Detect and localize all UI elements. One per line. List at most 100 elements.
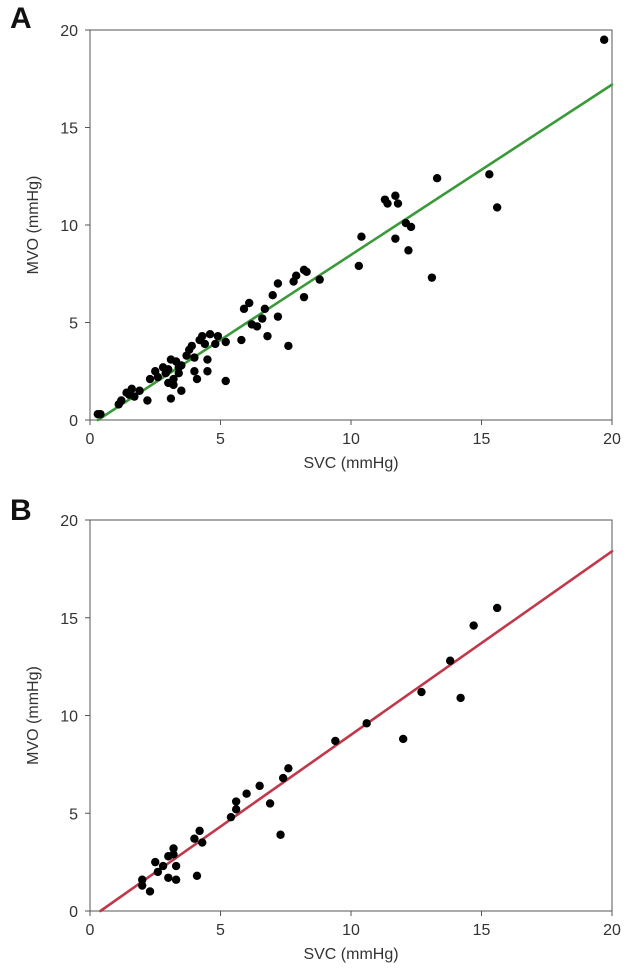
scatter-plot-b: 0 5 10 15 20 0 5 10 15 20 SVC (mmHg) MVO (mmHg) <box>25 513 621 963</box>
data-point-a <box>404 246 413 255</box>
data-point-b <box>138 881 147 890</box>
y-tick-label-a: 5 <box>69 316 78 333</box>
data-point-a <box>164 365 173 374</box>
data-point-b <box>284 764 293 773</box>
data-point-b <box>138 875 147 884</box>
data-point-a <box>221 337 230 347</box>
data-point-a <box>239 304 249 314</box>
y-axis-label-b: MVO (mmHg) <box>25 666 42 765</box>
data-point-a <box>166 394 176 403</box>
data-point-b <box>169 850 178 859</box>
data-point-a <box>200 339 210 349</box>
data-point-a <box>357 232 366 241</box>
data-point-b <box>145 887 155 896</box>
data-point-b <box>242 789 251 798</box>
data-point-b <box>226 812 236 822</box>
data-point-a <box>492 203 502 212</box>
x-tick-label-a: 10 <box>342 431 360 448</box>
data-point-b <box>445 656 455 665</box>
data-point-a <box>252 322 262 331</box>
data-point-b <box>231 797 241 806</box>
data-point-a <box>302 267 311 276</box>
data-point-b <box>192 871 202 881</box>
x-tick-label-b: 20 <box>603 922 621 939</box>
data-point-b <box>198 838 207 847</box>
data-point-b <box>190 834 199 843</box>
data-point-a <box>391 234 400 243</box>
data-point-a <box>599 35 609 44</box>
data-point-a <box>177 361 186 370</box>
data-point-a <box>198 331 207 341</box>
fit-line-a <box>96 83 614 422</box>
data-point-a <box>96 409 105 419</box>
data-point-a <box>187 341 196 351</box>
data-point-a <box>127 384 136 393</box>
x-tick-label-b: 15 <box>473 922 491 939</box>
data-point-b <box>169 844 178 853</box>
y-tick-label-b: 15 <box>60 611 78 628</box>
data-point-b <box>278 773 288 783</box>
data-point-a <box>258 314 267 323</box>
y-axis-label-a: MVO (mmHg) <box>25 176 42 275</box>
data-point-a <box>284 341 293 351</box>
data-point-a <box>192 374 202 384</box>
data-point-a <box>291 271 301 280</box>
data-point-a <box>245 298 254 308</box>
x-tick-label-a: 0 <box>86 431 95 448</box>
chart-panel-b: B 0 5 10 15 20 0 5 10 15 20 SVC (mmHg) MVO (mmHg) <box>0 490 633 977</box>
data-point-a <box>427 273 437 282</box>
data-point-b <box>417 687 426 697</box>
data-point-a <box>117 396 126 405</box>
data-point-a <box>485 170 494 179</box>
data-point-a <box>169 374 178 384</box>
data-point-a <box>190 353 199 362</box>
data-point-a <box>391 191 400 200</box>
data-point-a <box>153 372 163 382</box>
y-tick-label-a: 20 <box>60 23 78 40</box>
x-tick-label-b: 5 <box>216 922 225 939</box>
data-point-b <box>153 867 163 877</box>
data-point-a <box>237 335 246 345</box>
data-point-b <box>231 805 241 814</box>
y-tick-label-a: 15 <box>60 121 78 138</box>
data-point-b <box>492 603 502 613</box>
data-point-b <box>265 799 275 808</box>
data-point-b <box>469 621 478 630</box>
data-point-b <box>171 875 181 884</box>
data-point-b <box>456 693 465 703</box>
x-tick-label-a: 15 <box>473 431 491 448</box>
data-point-b <box>164 873 173 882</box>
data-point-a <box>205 330 215 339</box>
data-point-b <box>171 861 181 871</box>
data-point-b <box>399 734 408 744</box>
y-tick-label-b: 10 <box>60 709 78 726</box>
x-tick-label-b: 0 <box>86 922 95 939</box>
data-point-a <box>354 261 364 271</box>
data-point-a <box>432 174 442 183</box>
data-point-a <box>203 367 212 376</box>
data-point-b <box>158 861 168 871</box>
y-tick-label-a: 10 <box>60 218 78 235</box>
data-point-a <box>174 369 183 378</box>
scatter-plot-a: 0 5 10 15 20 0 5 10 15 20 SVC (mmHg) MVO (mmHg) <box>25 23 621 472</box>
data-point-a <box>169 380 178 390</box>
x-axis-label-a: SVC (mmHg) <box>303 455 398 472</box>
data-point-a <box>268 291 277 300</box>
x-tick-label-a: 20 <box>603 431 621 448</box>
data-point-a <box>190 367 199 376</box>
data-point-a <box>273 279 283 288</box>
data-point-a <box>203 355 212 364</box>
data-point-b <box>276 830 285 839</box>
data-point-a <box>406 222 416 232</box>
data-point-a <box>273 312 283 321</box>
data-point-a <box>177 386 186 395</box>
data-point-a <box>130 392 139 401</box>
data-point-a <box>213 331 223 341</box>
data-point-a <box>135 386 144 395</box>
data-point-a <box>145 374 155 384</box>
data-point-a <box>299 292 309 302</box>
data-point-a <box>263 331 272 341</box>
y-tick-label-b: 5 <box>69 806 78 823</box>
data-point-a <box>260 304 270 314</box>
data-point-b <box>331 736 340 746</box>
